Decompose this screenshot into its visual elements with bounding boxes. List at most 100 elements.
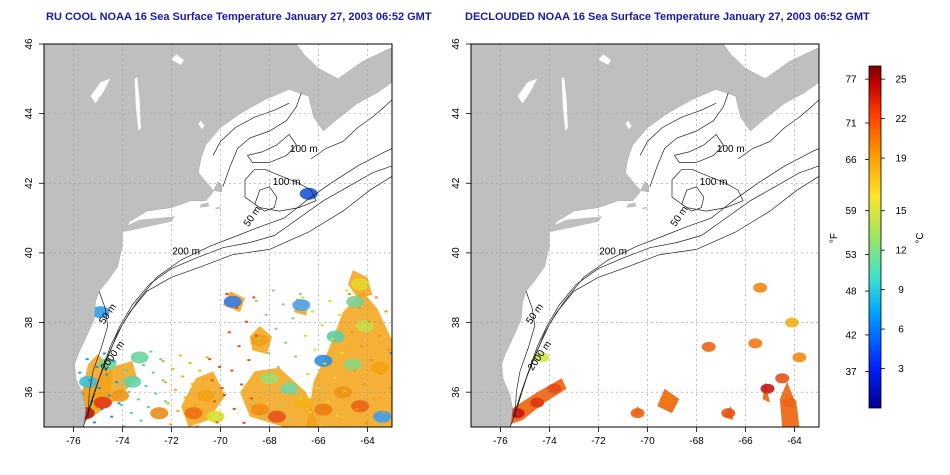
lat-tick-label: 44 [451,108,462,120]
sst-speckle [232,407,236,410]
sst-speckle [122,425,126,427]
contour-label: 100 m [273,177,301,188]
island [626,202,637,208]
sst-speckle [338,313,342,316]
sst-pixel-cluster [250,403,269,416]
sst-speckle [303,334,307,337]
lon-tick-label: -66 [738,436,753,447]
sst-speckle [333,376,337,379]
lat-tick-label: 44 [24,108,35,120]
contour-label: 100 m [290,144,318,155]
sst-speckle [276,366,280,369]
sst-speckle [379,373,383,375]
sst-speckle [154,392,158,395]
sst-speckle [259,376,263,379]
sst-speckle [159,358,163,361]
sst-speckle [178,354,182,357]
sst-speckle [188,362,192,365]
lat-tick-label: 38 [24,317,35,329]
inland-lake [517,78,538,104]
sst-pixel-cluster [760,383,775,394]
sst-speckle [127,390,131,393]
sst-pixel-cluster [343,358,362,371]
sst-speckle [389,352,392,355]
contour-200m-a [512,165,819,421]
sst-speckle [254,334,258,337]
sst-pixel-cluster [314,403,333,416]
sst-pixel-cluster [373,410,392,423]
sst-speckle [120,404,123,407]
sst-speckle [208,358,212,361]
sst-pixel-cluster [294,396,313,409]
sst-speckle [374,296,378,299]
sst-pixel-cluster [535,352,550,363]
contour-100m-b [244,168,317,212]
sst-speckle [139,419,143,422]
sst-pixel-cluster [111,389,129,402]
sst-speckle [105,373,109,376]
sst-speckle [149,350,153,353]
sst-pixel-cluster [370,361,389,374]
sst-speckle [355,407,359,410]
sst-speckle [225,293,229,295]
sst-speckle [377,334,381,337]
sst-speckle [372,397,376,400]
celsius-tick-label: 15 [895,206,907,217]
sst-speckle [218,365,221,368]
sst-speckle [200,390,204,393]
inland-lake [561,77,568,131]
sst-speckle [115,381,119,384]
celsius-tick-label: 6 [898,325,904,336]
sst-speckle [325,400,329,403]
sst-pixel-cluster [792,352,807,363]
sst-pixel-cluster [701,341,716,352]
celsius-tick-label: 25 [895,75,907,86]
sst-speckle [117,383,121,386]
sst-speckle [100,408,104,410]
sst-speckle [78,371,82,374]
sst-speckle [181,375,185,378]
lat-tick-label: 40 [451,247,462,259]
lon-tick-label: -70 [213,436,228,447]
sst-speckle [213,400,217,403]
sst-speckle [129,411,133,414]
lon-tick-label: -64 [360,436,375,447]
fahrenheit-tick-label: 71 [845,119,857,130]
sst-pixel-cluster [150,407,169,420]
contour-georges-basin [247,133,297,163]
sst-pixel-cluster [753,282,768,293]
sst-pixel-cluster [196,389,215,402]
sst-pixel-cluster [130,351,149,364]
contour-200m-a [85,165,392,421]
sst-speckle [328,299,332,302]
sst-speckle [247,359,251,362]
sst-speckle [112,360,116,363]
lon-tick-label: -66 [311,436,326,447]
celsius-tick-label: 12 [895,246,907,257]
sst-speckle [345,393,349,396]
contour-50m [222,92,302,187]
sst-speckle [252,400,256,403]
sst-speckle [274,327,278,330]
contour-200m-b [517,148,819,407]
sst-speckle [117,402,121,405]
sst-speckle [291,317,295,320]
sst-pixel-cluster [184,407,203,420]
sst-pixel-cluster [326,330,345,343]
sst-speckle [262,414,266,417]
contour-gulf-maine [639,102,717,156]
inland-lake [598,54,611,65]
contour-label: 200 m [599,247,627,258]
sst-pixel-cluster [630,408,645,419]
sst-speckle [347,293,351,295]
sst-map-declouded: 100 m 100 m 50 m 200 m 50 m 2000 m -76 -74 -72 -7… [451,38,820,447]
celsius-tick-label: 22 [895,114,907,125]
sst-speckle [183,396,187,399]
sst-pixel-cluster [351,400,370,413]
sst-speckle [191,383,194,386]
lon-tick-label: -70 [640,436,655,447]
sst-speckle [294,355,297,358]
sst-pixel-cluster [314,354,333,367]
sst-speckle [195,425,199,427]
inland-lake [198,120,205,130]
